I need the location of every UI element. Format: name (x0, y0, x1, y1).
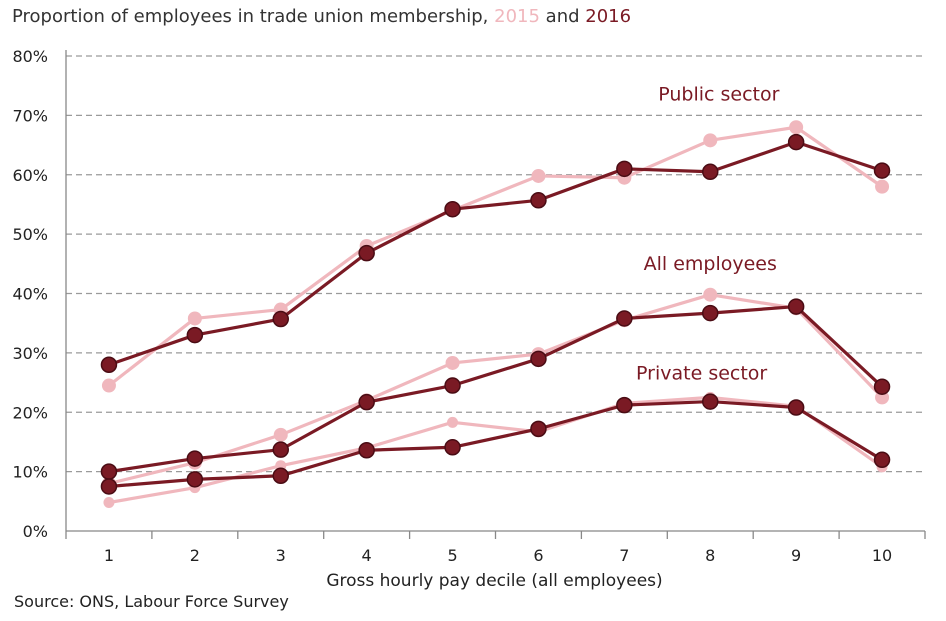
data-point-all-employees-2015 (445, 355, 460, 370)
data-point-public-sector-2016 (358, 244, 375, 262)
data-point-private-sector-2015 (103, 497, 115, 508)
data-point-public-sector-2015 (789, 120, 804, 135)
series-line-all-employees-2016 (108, 304, 884, 474)
data-point-all-employees-2016 (186, 450, 204, 467)
annotation-private-sector: Private sector (636, 363, 767, 385)
series-all-employees-2016 (100, 298, 891, 480)
title-and: and (539, 6, 586, 27)
chart-title: Proportion of employees in trade union m… (12, 6, 631, 27)
data-point-private-sector-2016 (444, 439, 461, 456)
data-point-private-sector-2016 (616, 396, 633, 414)
series-private-sector-2016 (100, 393, 891, 495)
data-point-public-sector-2016 (186, 326, 204, 344)
y-tick-label: 30% (12, 344, 48, 363)
data-point-all-employees-2016 (272, 441, 289, 458)
x-tick-label: 9 (791, 546, 801, 565)
series-line-private-sector-2015 (108, 395, 883, 505)
series-line-all-employees-2015 (108, 293, 884, 486)
data-point-public-sector-2016 (787, 133, 805, 151)
data-point-public-sector-2015 (101, 378, 116, 393)
data-point-public-sector-2016 (873, 162, 891, 179)
data-point-all-employees-2015 (703, 287, 718, 302)
x-tick-label: 8 (705, 546, 715, 565)
x-tick-label: 3 (276, 546, 286, 565)
data-point-private-sector-2016 (702, 393, 719, 410)
data-point-all-employees-2016 (702, 304, 719, 322)
data-point-public-sector-2016 (100, 356, 118, 373)
data-point-private-sector-2016 (358, 442, 375, 459)
data-point-all-employees-2016 (444, 377, 461, 394)
data-point-private-sector-2016 (186, 471, 204, 488)
y-tick-label: 10% (12, 463, 48, 482)
x-tick-label: 6 (533, 546, 543, 565)
title-prefix: Proportion of employees in trade union m… (12, 6, 495, 27)
data-point-public-sector-2016 (272, 310, 289, 328)
x-tick-label: 10 (872, 546, 892, 565)
series-private-sector-2015 (103, 391, 888, 508)
data-point-all-employees-2016 (358, 393, 375, 411)
annotation-all-employees: All employees (644, 253, 777, 275)
data-point-all-employees-2016 (530, 350, 547, 368)
x-tick-label: 2 (190, 546, 200, 565)
series-all-employees-2015 (101, 287, 890, 491)
data-point-private-sector-2016 (873, 451, 891, 468)
x-tick-label: 4 (362, 546, 372, 565)
data-point-public-sector-2016 (444, 200, 461, 218)
source-note: Source: ONS, Labour Force Survey (14, 592, 289, 611)
data-point-public-sector-2016 (530, 192, 547, 209)
y-tick-label: 20% (12, 403, 48, 422)
x-tick-label: 1 (104, 546, 114, 565)
data-point-private-sector-2015 (447, 416, 459, 428)
data-point-private-sector-2016 (787, 399, 805, 416)
data-point-public-sector-2015 (531, 168, 546, 183)
series-line-public-sector-2016 (108, 140, 883, 367)
data-point-public-sector-2015 (703, 133, 718, 148)
data-point-private-sector-2016 (530, 420, 547, 438)
title-year-2015: 2015 (494, 6, 540, 27)
x-axis-label: Gross hourly pay decile (all employees) (326, 571, 662, 591)
y-tick-label: 50% (12, 225, 48, 244)
data-point-public-sector-2016 (702, 163, 719, 181)
series-public-sector-2016 (100, 133, 891, 373)
x-tick-label: 5 (447, 546, 457, 565)
annotation-public-sector: Public sector (658, 84, 779, 106)
title-year-2016: 2016 (585, 6, 632, 27)
series-line-public-sector-2015 (107, 125, 883, 387)
y-tick-label: 40% (12, 285, 48, 304)
y-tick-label: 70% (12, 106, 48, 125)
data-point-private-sector-2016 (272, 467, 289, 485)
y-tick-label: 80% (12, 47, 48, 66)
data-point-all-employees-2016 (787, 298, 805, 315)
data-point-all-employees-2016 (616, 310, 633, 327)
data-point-public-sector-2015 (187, 311, 202, 326)
data-point-all-employees-2015 (273, 427, 288, 442)
series-line-private-sector-2016 (108, 399, 883, 489)
x-tick-label: 7 (619, 546, 629, 565)
data-point-public-sector-2015 (875, 179, 890, 194)
data-point-all-employees-2016 (100, 463, 118, 480)
y-tick-label: 0% (23, 522, 48, 541)
data-point-public-sector-2016 (616, 160, 633, 178)
data-point-private-sector-2016 (100, 478, 118, 495)
data-point-all-employees-2016 (873, 378, 891, 395)
y-tick-label: 60% (12, 166, 48, 185)
